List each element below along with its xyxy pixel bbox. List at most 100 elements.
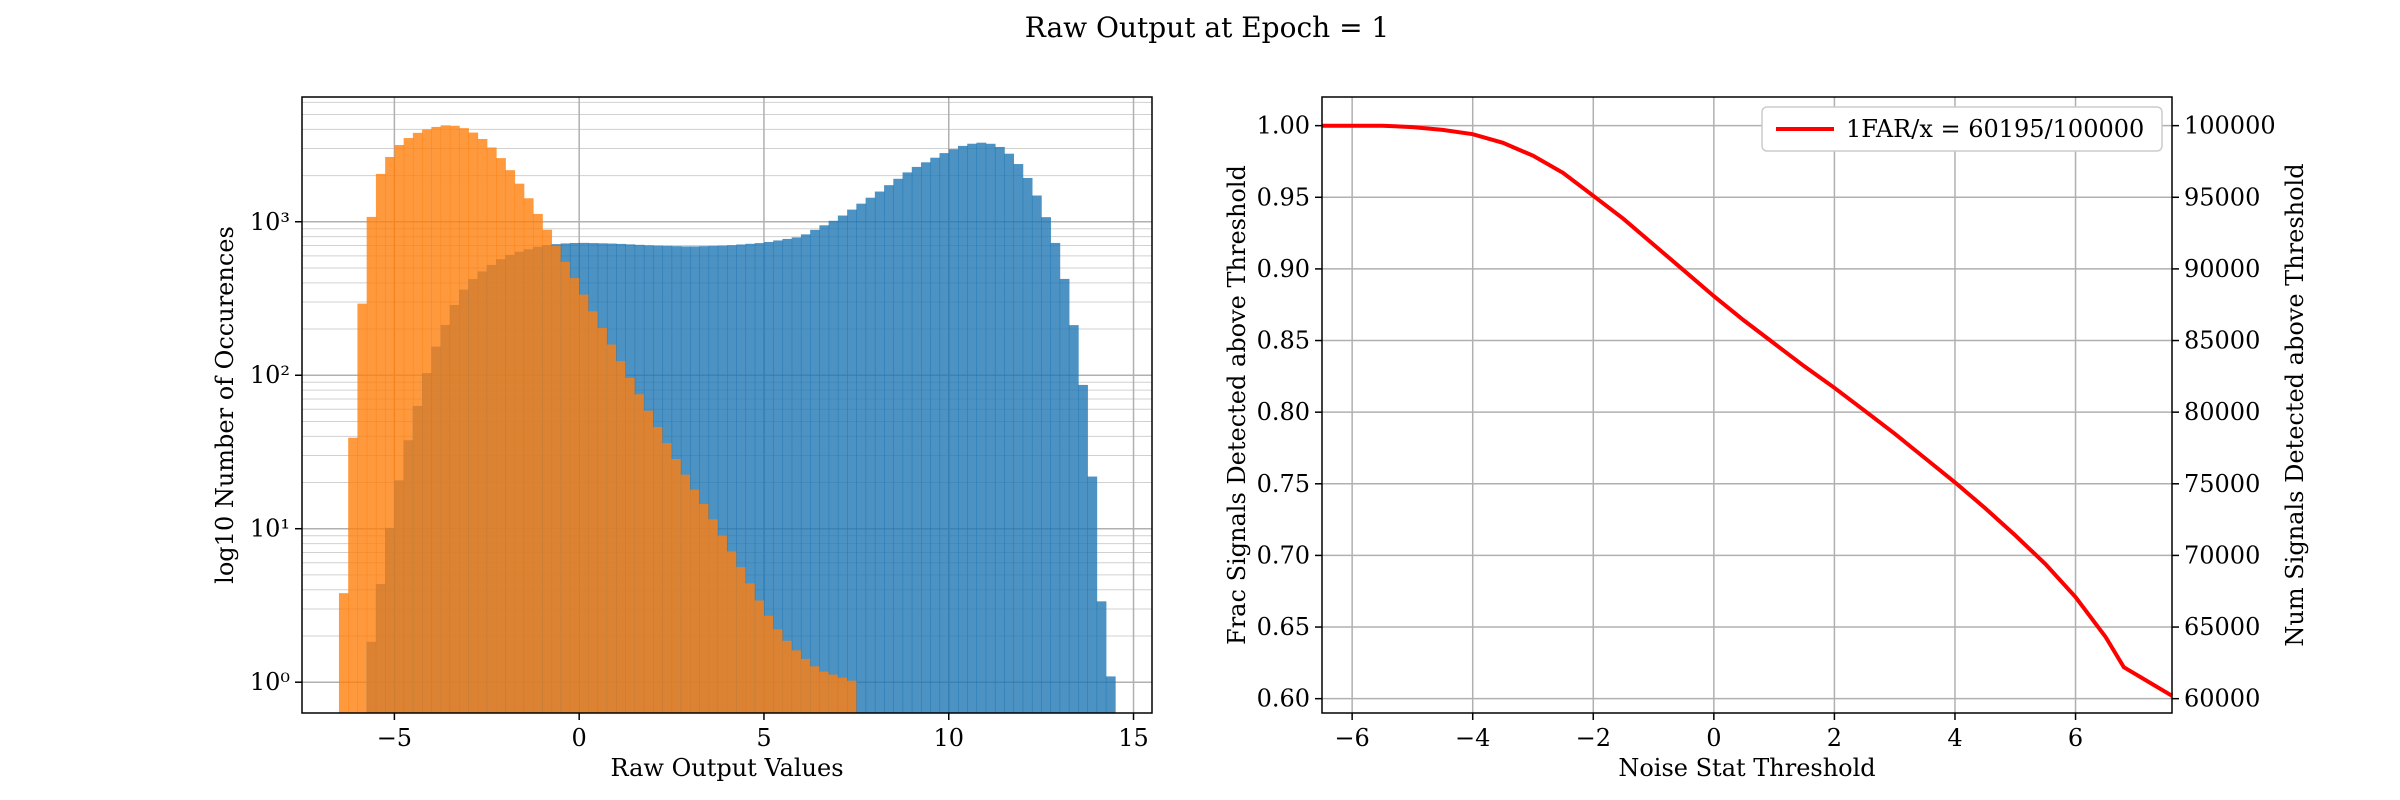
- histogram-bar-blue: [819, 225, 830, 713]
- figure-title: Raw Output at Epoch = 1: [1025, 11, 1390, 44]
- histogram-bar-orange: [597, 327, 608, 713]
- histogram-bar-orange: [634, 394, 645, 713]
- histogram-bar-orange: [643, 410, 654, 713]
- histogram-bar-orange: [486, 147, 497, 713]
- line-chart-grid: [1322, 97, 2172, 713]
- line-chart-x-ticks: −6 −4 −2 0 2 4 6: [1334, 713, 2083, 752]
- histogram-bar-blue: [884, 185, 894, 714]
- line-chart-right-y-tick-label: 95000: [2184, 183, 2260, 211]
- histogram-bar-blue: [717, 245, 728, 713]
- detection-line-chart: −6 −4 −2 0 2 4 6 0.600.650.700.750.800.850.900…: [1223, 96, 2309, 782]
- histogram-y-axis-label: log10 Number of Occurences: [211, 226, 239, 584]
- histogram-bar-blue: [837, 215, 848, 713]
- histogram-bar-orange: [560, 261, 571, 713]
- line-chart-left-y-tick-label: 0.80: [1257, 398, 1310, 426]
- histogram-bar-blue: [727, 245, 737, 714]
- line-chart-right-y-tick-label: 85000: [2184, 327, 2260, 355]
- histogram-bar-blue: [1078, 384, 1088, 713]
- histogram-bar-blue: [736, 244, 747, 714]
- line-chart-left-y-tick-label: 0.70: [1257, 541, 1310, 569]
- histogram-bar-orange: [625, 377, 636, 713]
- histogram-bar-blue: [939, 153, 950, 714]
- histogram-bar-orange: [773, 629, 784, 713]
- histogram-x-tick-label: −5: [377, 724, 412, 752]
- histogram-bar-orange: [477, 138, 488, 714]
- histogram-bar-orange: [459, 128, 469, 713]
- line-chart-plot-frame: [1321, 96, 2173, 714]
- line-chart-left-y-tick-label: 0.95: [1257, 183, 1310, 211]
- histogram-bar-orange: [717, 535, 728, 713]
- histogram-y-tick-label: 10¹: [250, 515, 290, 543]
- histogram-bar-orange: [662, 443, 673, 713]
- histogram-bar-orange: [394, 145, 405, 714]
- histogram-bar-orange: [431, 126, 442, 713]
- histogram-bar-orange: [551, 245, 562, 714]
- histogram-bar-blue: [967, 143, 978, 713]
- histogram-x-tick-label: 15: [1118, 724, 1149, 752]
- line-chart-left-y-tick-label: 0.60: [1257, 685, 1310, 713]
- histogram-x-ticks: −5 0 5 10 15: [377, 713, 1149, 752]
- histogram-bar-blue: [828, 220, 839, 713]
- line-chart-right-y-ticks: 60000 65000 70000 75000 80000 85000 90000 95000…: [2172, 112, 2276, 713]
- line-chart-x-tick-label: −4: [1455, 724, 1490, 752]
- line-chart-x-axis-label: Noise Stat Threshold: [1618, 754, 1875, 782]
- histogram-bar-orange: [385, 156, 395, 713]
- histogram-bar-blue: [902, 172, 913, 713]
- histogram-x-tick-label: 10: [933, 724, 964, 752]
- histogram-bar-blue: [699, 246, 710, 713]
- histogram-bar-blue: [1004, 153, 1015, 714]
- line-chart-right-y-tick-label: 70000: [2184, 541, 2260, 569]
- histogram-bar-orange: [569, 278, 580, 713]
- histogram-bar-orange: [440, 125, 451, 714]
- histogram-bar-blue: [782, 238, 793, 713]
- histogram-bar-blue: [847, 209, 857, 714]
- histogram-bar-blue: [865, 197, 876, 713]
- histogram-bar-orange: [422, 129, 432, 713]
- line-chart-x-tick-label: −2: [1576, 724, 1611, 752]
- histogram-x-tick-label: 5: [756, 724, 771, 752]
- histogram-bar-orange: [653, 426, 663, 713]
- histogram-bar-blue: [690, 246, 700, 714]
- histogram-plot-frame: [301, 96, 1153, 714]
- histogram-bar-blue: [985, 143, 996, 714]
- line-series-path: [1322, 123, 2174, 698]
- histogram-bar-orange: [338, 593, 349, 713]
- histogram-bar-orange: [616, 361, 626, 713]
- histogram-bar-blue: [1068, 325, 1079, 713]
- histogram-bar-blue: [911, 166, 922, 714]
- line-chart-left-y-tick-label: 1.00: [1257, 112, 1310, 140]
- histogram-bar-blue: [948, 149, 959, 713]
- histogram-bar-orange: [579, 294, 590, 713]
- histogram-bar-blue: [1031, 195, 1042, 713]
- histogram-bar-blue: [921, 162, 931, 713]
- histogram-bar-orange: [708, 519, 719, 713]
- histogram-bar-orange: [782, 640, 793, 713]
- line-chart-x-tick-label: 4: [1947, 724, 1962, 752]
- histogram-bar-orange: [523, 198, 534, 713]
- legend: 1FAR/x = 60195/100000: [1761, 106, 2163, 152]
- line-chart-right-y-tick-label: 65000: [2184, 613, 2260, 641]
- histogram-y-tick-label: 10⁰: [250, 668, 290, 696]
- histogram-bar-blue: [754, 243, 765, 713]
- line-chart-right-y-tick-label: 80000: [2184, 398, 2260, 426]
- line-chart-x-tick-label: 6: [2068, 724, 2083, 752]
- histogram-bar-orange: [690, 489, 700, 713]
- histogram-bar-orange: [810, 666, 820, 713]
- histogram-bar-orange: [496, 158, 506, 713]
- histogram-bar-orange: [745, 583, 756, 713]
- histogram-bar-blue: [745, 243, 756, 713]
- histogram-bar-blue: [810, 229, 820, 714]
- histogram-bar-blue: [893, 178, 904, 713]
- line-chart-x-tick-label: −6: [1334, 724, 1369, 752]
- histogram-bar-blue: [976, 142, 987, 713]
- histogram-bar-orange: [680, 474, 691, 713]
- histogram-bar-orange: [800, 658, 811, 713]
- histogram-bar-orange: [542, 229, 553, 713]
- legend-label: 1FAR/x = 60195/100000: [1846, 115, 2144, 143]
- histogram-bar-blue: [930, 157, 941, 713]
- histogram-bar-blue: [874, 191, 885, 713]
- line-chart-right-y-axis-label: Num Signals Detected above Threshold: [2281, 163, 2309, 646]
- histogram-bar-orange: [412, 132, 423, 713]
- line-chart-right-y-tick-label: 90000: [2184, 255, 2260, 283]
